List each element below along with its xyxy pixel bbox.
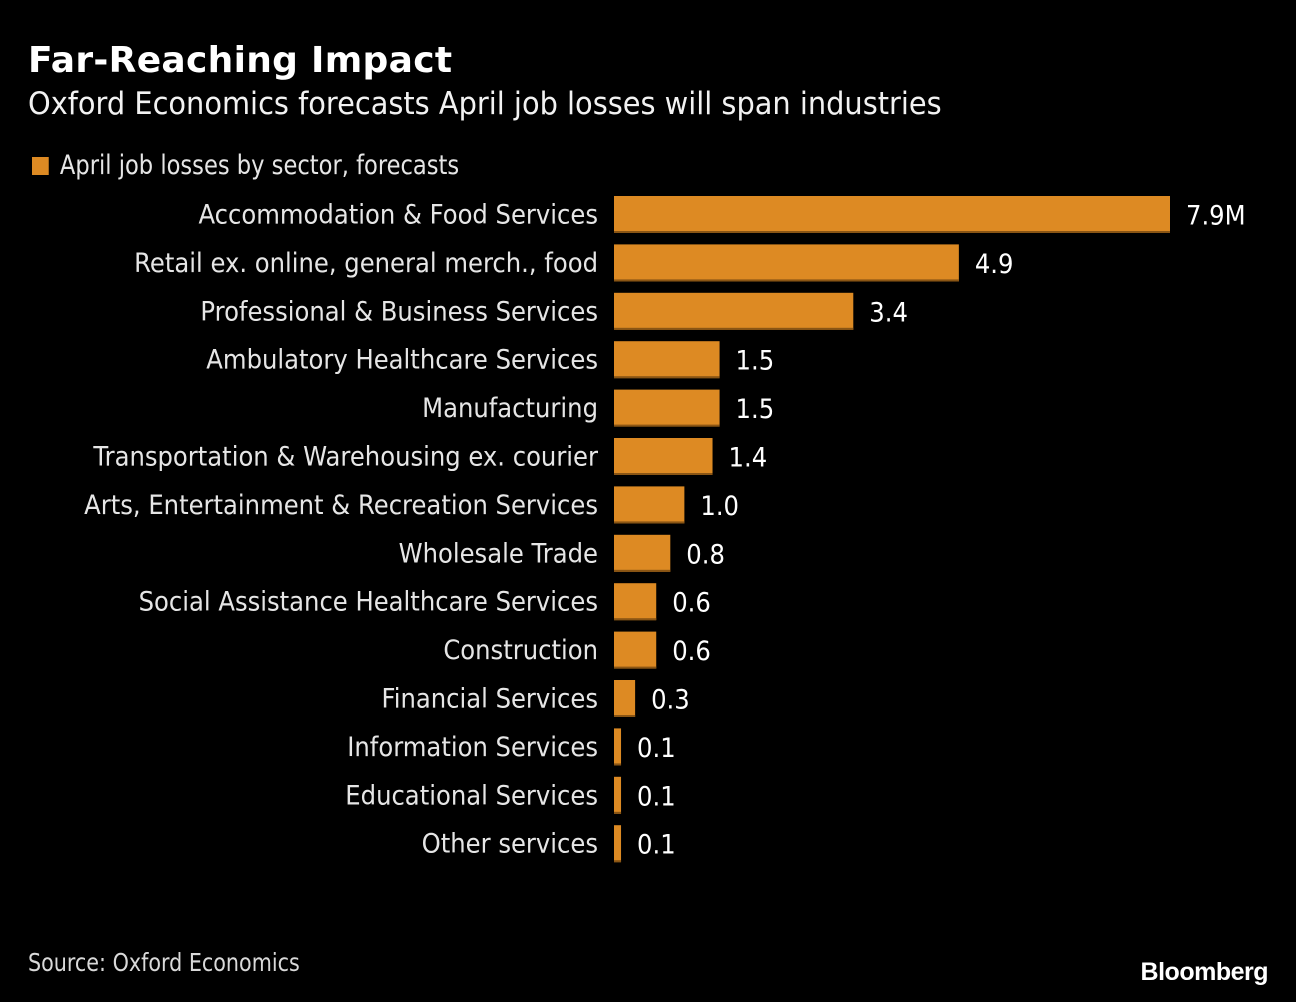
bar-edge [614,231,1170,233]
bar-group: Professional & Business Services 3.4 [200,292,908,330]
category-label: Transportation & Warehousing ex. courier [92,441,598,473]
bar [614,728,622,766]
value-label: 1.5 [736,394,775,426]
value-label: 0.3 [651,684,690,716]
bar-edge [614,618,657,621]
bar [614,534,671,572]
bar-group: Wholesale Trade 0.8 [399,534,725,572]
value-label: 4.9 [975,249,1014,281]
bar [614,196,1170,233]
bar-edge [614,473,713,475]
bar [614,680,636,717]
bar-group: Construction 0.6 [443,631,711,669]
legend: April job losses by sector, forecasts [32,150,459,181]
category-label: Financial Services [382,683,598,715]
bar-edge [614,327,854,330]
bar [614,389,720,427]
bar-group: Other services 0.1 [422,825,676,863]
bar [614,341,720,379]
category-label: Social Assistance Healthcare Services [139,587,598,619]
category-label: Educational Services [345,780,598,812]
bar-edge [614,279,959,282]
bar-edge [614,666,657,669]
category-label: Information Services [347,732,598,764]
category-label: Arts, Entertainment & Recreation Service… [84,490,598,522]
bar [614,292,854,330]
bar-group: Arts, Entertainment & Recreation Service… [84,486,739,524]
bar-edge [614,811,622,814]
bar-group: Transportation & Warehousing ex. courier… [92,438,767,475]
bar-group: Retail ex. online, general merch., food 4… [134,244,1014,282]
bar-group: Educational Services 0.1 [345,776,676,814]
bar [614,486,685,524]
bar-group: Accommodation & Food Services 7.9M [198,196,1246,233]
legend-label: April job losses by sector, forecasts [59,150,460,181]
value-label: 3.4 [869,297,908,329]
category-label: Other services [422,829,598,861]
bar-edge [614,715,636,717]
bar [614,244,959,282]
bar [614,438,713,475]
bar [614,631,657,669]
bar-edge [614,376,720,379]
bar-group: Social Assistance Healthcare Services 0.6 [139,583,711,621]
value-label: 0.8 [686,539,725,571]
bar-group: Information Services 0.1 [347,728,676,766]
category-label: Ambulatory Healthcare Services [206,345,598,377]
bar-edge [614,424,720,427]
bar-edge [614,569,671,572]
chart-subtitle: Oxford Economics forecasts April job los… [28,86,942,122]
bar [614,583,657,621]
source-note: Source: Oxford Economics [28,948,300,977]
value-label: 1.4 [729,442,768,474]
value-label: 1.5 [736,346,775,378]
legend-swatch [32,156,49,175]
bar-group: Manufacturing 1.5 [422,389,775,427]
value-label: 7.9M [1186,200,1246,232]
bar-group: Ambulatory Healthcare Services 1.5 [206,341,775,379]
bloomberg-logo: Bloomberg [1140,958,1269,986]
category-label: Manufacturing [422,393,598,425]
bar [614,825,622,863]
value-label: 0.6 [672,588,711,620]
bar [614,776,622,814]
value-label: 0.6 [672,636,711,668]
value-label: 0.1 [637,733,676,765]
bar-edge [614,763,622,766]
category-label: Wholesale Trade [399,538,598,570]
category-label: Accommodation & Food Services [198,199,598,231]
bar-edge [614,860,622,863]
bar-group: Financial Services 0.3 [382,680,690,717]
category-label: Retail ex. online, general merch., food [134,248,598,280]
category-label: Construction [443,635,598,667]
value-label: 0.1 [637,830,676,862]
chart-title: Far-Reaching Impact [28,40,453,81]
value-label: 0.1 [637,781,676,813]
category-label: Professional & Business Services [200,296,598,328]
bar-edge [614,521,685,524]
value-label: 1.0 [700,491,739,523]
